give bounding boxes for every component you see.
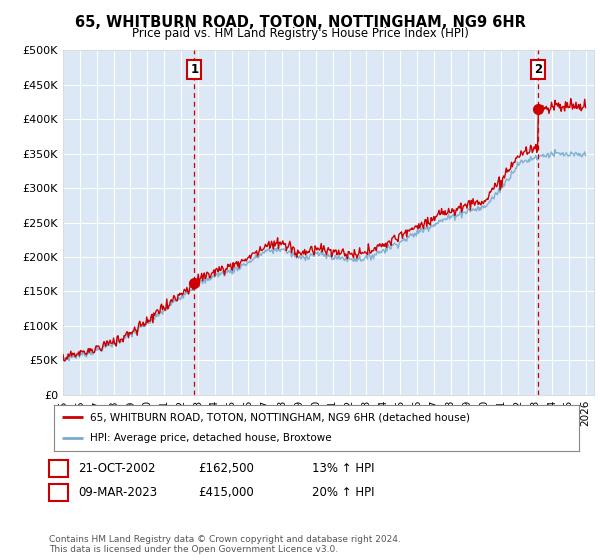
Text: Contains HM Land Registry data © Crown copyright and database right 2024.
This d: Contains HM Land Registry data © Crown c… bbox=[49, 535, 401, 554]
Text: 21-OCT-2002: 21-OCT-2002 bbox=[78, 461, 155, 475]
Text: 2: 2 bbox=[534, 63, 542, 76]
Text: 2: 2 bbox=[55, 486, 63, 499]
Text: 65, WHITBURN ROAD, TOTON, NOTTINGHAM, NG9 6HR (detached house): 65, WHITBURN ROAD, TOTON, NOTTINGHAM, NG… bbox=[90, 412, 470, 422]
Text: 65, WHITBURN ROAD, TOTON, NOTTINGHAM, NG9 6HR: 65, WHITBURN ROAD, TOTON, NOTTINGHAM, NG… bbox=[74, 15, 526, 30]
Text: 09-MAR-2023: 09-MAR-2023 bbox=[78, 486, 157, 499]
Text: 1: 1 bbox=[190, 63, 199, 76]
Text: Price paid vs. HM Land Registry's House Price Index (HPI): Price paid vs. HM Land Registry's House … bbox=[131, 27, 469, 40]
Text: £415,000: £415,000 bbox=[198, 486, 254, 499]
Text: 1: 1 bbox=[55, 461, 63, 475]
Text: HPI: Average price, detached house, Broxtowe: HPI: Average price, detached house, Brox… bbox=[90, 433, 331, 444]
Text: 13% ↑ HPI: 13% ↑ HPI bbox=[312, 461, 374, 475]
Text: 20% ↑ HPI: 20% ↑ HPI bbox=[312, 486, 374, 499]
Text: £162,500: £162,500 bbox=[198, 461, 254, 475]
